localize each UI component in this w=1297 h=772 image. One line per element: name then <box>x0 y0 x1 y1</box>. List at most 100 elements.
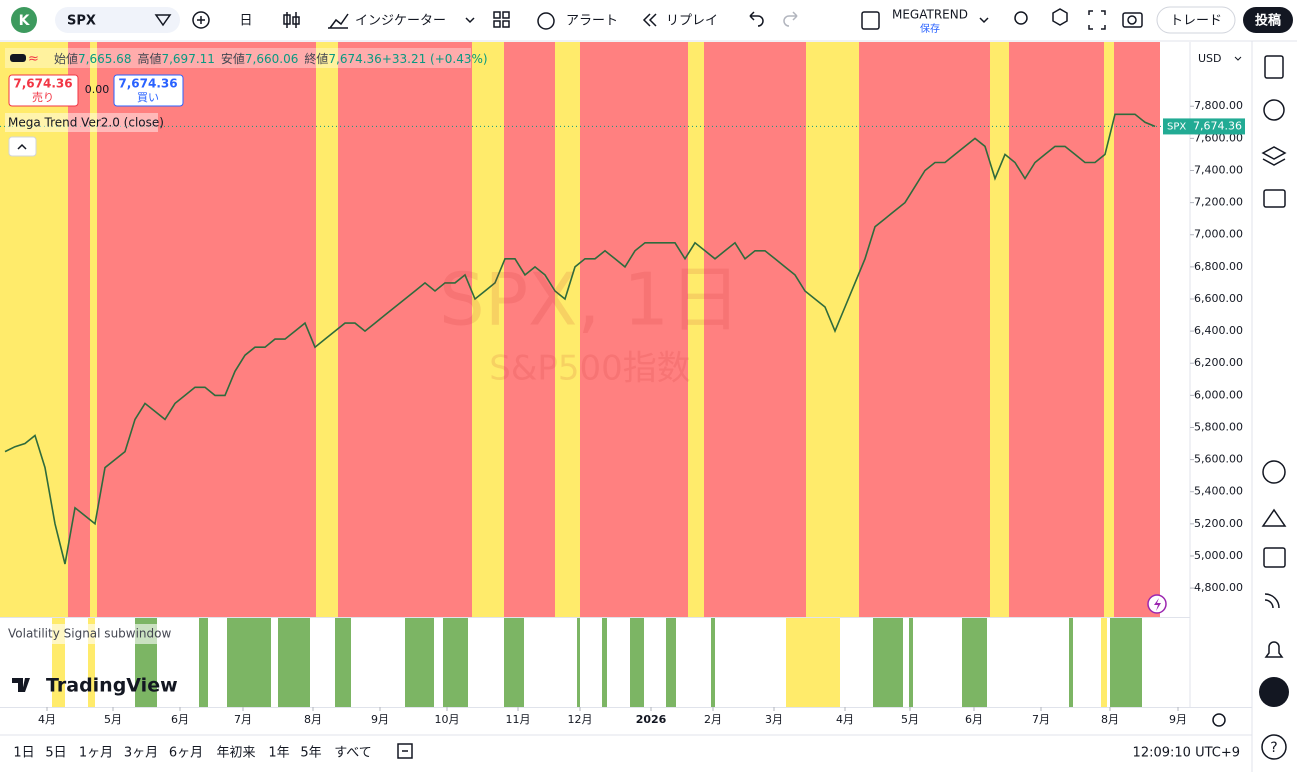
ohlc-line: 始値7,665.68 高値7,697.11 安値7,660.06 終値7,674.36… <box>54 51 488 66</box>
fullscreen-icon[interactable] <box>1088 10 1106 30</box>
x-tick-label: 3月 <box>765 713 783 726</box>
signal-band <box>278 618 310 707</box>
layout-icon[interactable] <box>861 11 880 30</box>
range-button[interactable]: 1日 <box>13 746 34 761</box>
tv-logo <box>12 678 30 692</box>
last-price-symbol: SPX <box>1167 121 1186 132</box>
y-tick-label: 6,200.00 <box>1194 356 1243 369</box>
chart-type-icon[interactable] <box>283 12 300 28</box>
target-icon[interactable] <box>1262 460 1286 484</box>
symbol-search[interactable] <box>55 7 180 33</box>
y-tick-label: 6,400.00 <box>1194 324 1243 337</box>
undo-icon[interactable] <box>749 11 764 27</box>
avatar-letter: K <box>19 13 31 29</box>
y-tick-label: 5,600.00 <box>1194 453 1243 466</box>
ohlc-value: 7,665.68 <box>78 52 131 66</box>
notify-icon[interactable] <box>1264 641 1284 658</box>
x-tick-label: 2月 <box>704 713 722 726</box>
signal-band <box>786 618 840 707</box>
avatar[interactable] <box>11 7 37 33</box>
signal-band <box>577 618 580 707</box>
indicator-bg <box>5 113 158 132</box>
sell-button[interactable] <box>8 74 79 107</box>
x-tick-label: 8月 <box>1101 713 1119 726</box>
layout-caret <box>979 17 989 24</box>
range-button[interactable]: 1ヶ月 <box>79 746 113 761</box>
x-tick-label: 11月 <box>506 713 531 726</box>
signal-band <box>711 618 715 707</box>
alert[interactable]: アラート <box>566 14 618 29</box>
templates-icon[interactable] <box>493 11 510 28</box>
indicator-icon[interactable] <box>328 13 349 29</box>
clock: 12:09:10 UTC+9 <box>1133 746 1240 761</box>
x-tick-label: 4月 <box>38 713 56 726</box>
replay[interactable]: リプレイ <box>666 14 718 29</box>
legend-toggle[interactable] <box>10 54 26 62</box>
toolbar-bg <box>0 0 1297 41</box>
range-button[interactable]: 6ヶ月 <box>169 746 203 761</box>
layers-icon[interactable] <box>1261 146 1287 166</box>
last-price-label: 7,674.36 <box>1193 119 1242 132</box>
regime-band <box>688 42 704 617</box>
compare-icon[interactable] <box>192 11 210 29</box>
signal-band <box>88 618 95 707</box>
signal-band <box>335 618 351 707</box>
x-tick-label: 9月 <box>1169 713 1187 726</box>
ideas-icon[interactable] <box>1261 508 1287 527</box>
plot-area: 4,800.00 5,000.00 5,200.00 5,400.00 5,600.00… <box>0 42 1252 726</box>
axis-settings[interactable] <box>1212 713 1226 727</box>
range-button[interactable]: 5年 <box>300 746 321 761</box>
signal-band <box>666 618 676 707</box>
range-button[interactable]: 1年 <box>268 746 289 761</box>
chat-icon[interactable] <box>1263 189 1286 208</box>
publish: 投稿 <box>1255 13 1281 29</box>
regime-band <box>97 42 316 617</box>
buy-price: 7,674.36 <box>118 77 177 91</box>
indicators[interactable]: インジケーター <box>355 14 446 29</box>
alerts-icon[interactable] <box>1263 99 1285 121</box>
search-icon[interactable] <box>1014 11 1028 25</box>
layout-name[interactable]: MEGATREND <box>892 8 968 22</box>
currency-caret <box>1234 56 1242 61</box>
legend: ≈ 始値7,665.68 高値7,697.11 安値7,660.06 終値7,674.… <box>5 48 488 157</box>
collapse-icon <box>17 143 27 150</box>
snapshot-icon[interactable] <box>1122 12 1143 28</box>
goto-date-icon[interactable] <box>397 743 413 759</box>
alert-icon[interactable] <box>537 12 555 30</box>
y-tick-label: 7,400.00 <box>1194 163 1243 176</box>
trade: トレード <box>1170 14 1222 29</box>
apps-button[interactable] <box>1259 677 1289 707</box>
interval[interactable]: 日 <box>239 14 252 29</box>
regime-band <box>316 42 338 617</box>
y-tick-label: 7,200.00 <box>1194 196 1243 209</box>
regime-band <box>90 42 97 617</box>
feed-icon[interactable] <box>1264 593 1280 609</box>
range-button[interactable]: 3ヶ月 <box>124 746 158 761</box>
calendar-icon[interactable] <box>1263 547 1286 568</box>
settings-icon[interactable] <box>1052 8 1068 26</box>
toolbar: K SPX 日 インジケーター アラート リプレイ MEGATREND 保存 ト… <box>0 0 1297 42</box>
buy-label: 買い <box>137 91 159 104</box>
ohlc-value: 7,697.11 <box>161 52 214 66</box>
publish-button[interactable] <box>1243 7 1293 33</box>
subwindow-title-bg <box>5 624 160 644</box>
right-sidebar: ? <box>1251 41 1289 772</box>
regime-band <box>68 42 90 617</box>
regime-band <box>704 42 806 617</box>
regime-band <box>472 42 504 617</box>
x-tick-label: 2026 <box>636 713 667 726</box>
range-button[interactable]: すべて <box>334 746 372 761</box>
range-button[interactable]: 5日 <box>45 746 66 761</box>
regime-band <box>338 42 472 617</box>
regime-band <box>806 42 859 617</box>
help-icon[interactable] <box>1261 734 1287 760</box>
ohlc-label: 高値 <box>137 51 161 66</box>
buy-button[interactable] <box>113 74 184 107</box>
ohlc-label: 安値 <box>221 51 245 66</box>
watchlist-icon[interactable] <box>1264 55 1284 79</box>
range-button[interactable]: 年初来 <box>216 746 255 761</box>
replay-icon[interactable] <box>642 13 657 27</box>
trade-button[interactable] <box>1156 6 1236 34</box>
y-tick-label: 5,400.00 <box>1194 485 1243 498</box>
currency[interactable]: USD <box>1198 52 1222 65</box>
